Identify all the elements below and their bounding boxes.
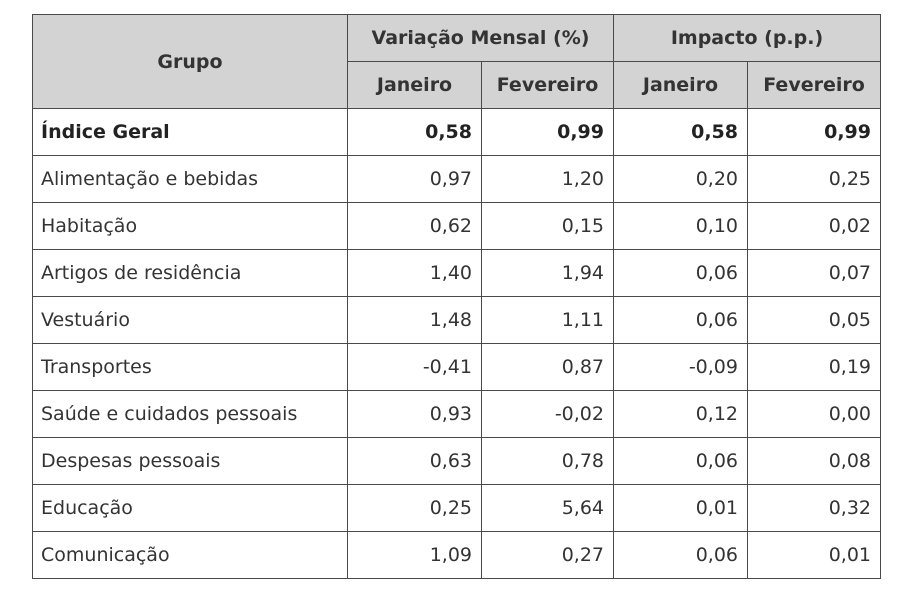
cell-variation-february: 1,94 [481, 249, 614, 297]
cell-impact-january: -0,09 [613, 343, 748, 391]
header-group: Grupo [32, 14, 348, 109]
header-monthly-variation: Variação Mensal (%) [347, 14, 614, 62]
cell-impact-february: 0,05 [747, 296, 881, 344]
row-group-label: Transportes [32, 343, 348, 391]
cell-variation-january: 1,40 [347, 249, 482, 297]
row-group-label: Saúde e cuidados pessoais [32, 390, 348, 438]
row-group-label: Alimentação e bebidas [32, 155, 348, 203]
cell-variation-february: 5,64 [481, 484, 614, 532]
table-row: Habitação 0,62 0,15 0,10 0,02 [32, 202, 881, 250]
cell-impact-february: 0,19 [747, 343, 881, 391]
row-group-label: Vestuário [32, 296, 348, 344]
cell-impact-february: 0,32 [747, 484, 881, 532]
subheader-impact-january: Janeiro [613, 61, 748, 109]
cell-impact-january: 0,06 [613, 249, 748, 297]
cell-variation-january: 0,63 [347, 437, 482, 485]
table-header-row: Grupo Variação Mensal (%) Impacto (p.p.) [32, 14, 881, 109]
row-group-label: Comunicação [32, 531, 348, 579]
table-row: Educação 0,25 5,64 0,01 0,32 [32, 484, 881, 532]
cell-variation-january: 0,93 [347, 390, 482, 438]
table-row: Artigos de residência 1,40 1,94 0,06 0,07 [32, 249, 881, 297]
ipca-group-table: Grupo Variação Mensal (%) Impacto (p.p.)… [32, 14, 881, 579]
cell-impact-january: 0,20 [613, 155, 748, 203]
cell-impact-february: 0,99 [747, 108, 881, 156]
cell-variation-february: 0,15 [481, 202, 614, 250]
row-group-label: Educação [32, 484, 348, 532]
cell-impact-february: 0,08 [747, 437, 881, 485]
cell-variation-january: 1,48 [347, 296, 482, 344]
cell-variation-january: 0,25 [347, 484, 482, 532]
row-group-label: Despesas pessoais [32, 437, 348, 485]
cell-variation-february: 0,87 [481, 343, 614, 391]
cell-variation-january: 0,58 [347, 108, 482, 156]
cell-variation-february: 0,78 [481, 437, 614, 485]
table-row: Comunicação 1,09 0,27 0,06 0,01 [32, 531, 881, 579]
table-subheader-row: Janeiro Fevereiro Janeiro Fevereiro [33, 61, 881, 109]
table-row: Índice Geral 0,58 0,99 0,58 0,99 [32, 108, 881, 156]
subheader-impact-february: Fevereiro [747, 61, 881, 109]
cell-variation-february: -0,02 [481, 390, 614, 438]
cell-variation-february: 1,20 [481, 155, 614, 203]
table-row: Alimentação e bebidas 0,97 1,20 0,20 0,25 [32, 155, 881, 203]
cell-impact-february: 0,25 [747, 155, 881, 203]
table-row: Saúde e cuidados pessoais 0,93 -0,02 0,12 0,… [32, 390, 881, 438]
cell-impact-january: 0,12 [613, 390, 748, 438]
table-body: Índice Geral 0,58 0,99 0,58 0,99 Alimentação … [32, 108, 881, 579]
header-impact: Impacto (p.p.) [613, 14, 881, 62]
table-row: Vestuário 1,48 1,11 0,06 0,05 [32, 296, 881, 344]
cell-impact-january: 0,58 [613, 108, 748, 156]
cell-variation-january: 1,09 [347, 531, 482, 579]
row-group-label: Artigos de residência [32, 249, 348, 297]
row-group-label: Índice Geral [32, 108, 348, 156]
cell-impact-january: 0,06 [613, 437, 748, 485]
cell-impact-february: 0,02 [747, 202, 881, 250]
table-row: Transportes -0,41 0,87 -0,09 0,19 [32, 343, 881, 391]
cell-impact-february: 0,07 [747, 249, 881, 297]
cell-variation-february: 1,11 [481, 296, 614, 344]
cell-impact-january: 0,10 [613, 202, 748, 250]
subheader-variation-january: Janeiro [347, 61, 482, 109]
cell-impact-january: 0,06 [613, 531, 748, 579]
cell-variation-february: 0,99 [481, 108, 614, 156]
subheader-variation-february: Fevereiro [481, 61, 614, 109]
cell-variation-february: 0,27 [481, 531, 614, 579]
cell-variation-january: 0,97 [347, 155, 482, 203]
row-group-label: Habitação [32, 202, 348, 250]
cell-variation-january: -0,41 [347, 343, 482, 391]
cell-impact-february: 0,00 [747, 390, 881, 438]
cell-impact-january: 0,01 [613, 484, 748, 532]
cell-variation-january: 0,62 [347, 202, 482, 250]
cell-impact-february: 0,01 [747, 531, 881, 579]
cell-impact-january: 0,06 [613, 296, 748, 344]
table-row: Despesas pessoais 0,63 0,78 0,06 0,08 [32, 437, 881, 485]
